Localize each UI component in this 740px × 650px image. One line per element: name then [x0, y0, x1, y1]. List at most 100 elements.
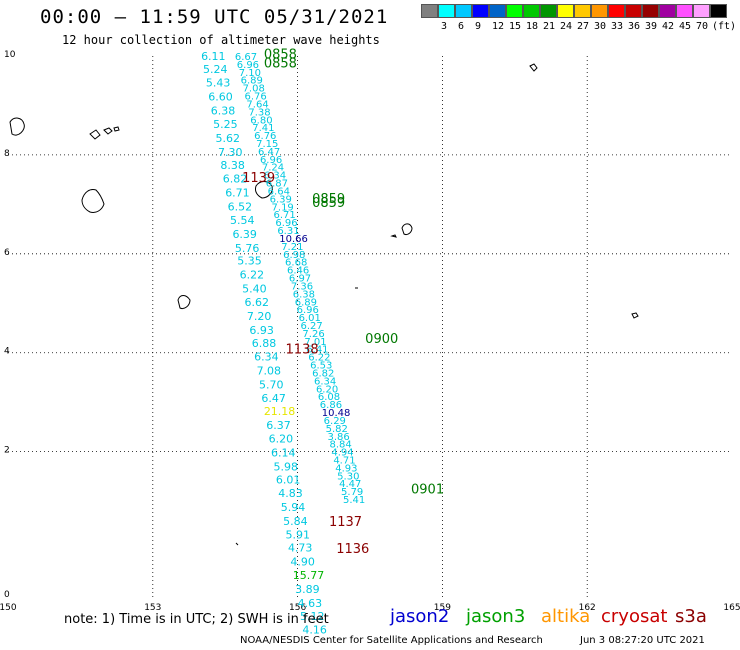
swh-value: 6.47: [261, 392, 286, 405]
swh-value: 6.38: [211, 104, 236, 117]
swh-value: 5.62: [216, 132, 241, 145]
swh-value: 6.52: [228, 200, 253, 213]
island-outline: [81, 189, 105, 213]
color-scale-label: 39: [645, 21, 658, 32]
swh-value: 6.34: [314, 376, 336, 387]
swh-value: 6.60: [208, 91, 233, 104]
swh-value: 4.93: [335, 463, 357, 474]
lat-tick-label: 6: [4, 248, 10, 258]
swh-value: 8.38: [220, 159, 245, 172]
swh-value: 5.35: [237, 255, 262, 268]
satellite-legend-item: jason3: [466, 606, 526, 627]
swh-value: 6.37: [266, 419, 291, 432]
swh-value: 6.39: [270, 194, 292, 205]
altimeter-track-a: 6.115.245.436.606.385.255.627.308.386.82…: [201, 50, 327, 637]
swh-value: 4.94: [331, 448, 353, 459]
swh-value: 7.30: [218, 146, 243, 159]
swh-value: 6.89: [295, 297, 317, 308]
swh-value: 5.98: [273, 460, 298, 473]
swh-value: 6.38: [293, 289, 315, 300]
lon-tick-label: 150: [0, 603, 17, 613]
pass-time-label: 1137: [329, 515, 362, 530]
island-outline: [9, 117, 25, 136]
lon-tick-label: 156: [289, 603, 306, 613]
swh-value: 5.82: [326, 424, 348, 435]
color-swatch: [642, 4, 659, 18]
swh-value: 6.27: [300, 321, 322, 332]
pass-time-label: 0858: [264, 56, 297, 71]
swh-value: 6.96: [275, 218, 297, 229]
color-scale-label: 12: [492, 21, 505, 32]
island-outline: [89, 126, 120, 140]
swh-value: 6.22: [240, 269, 265, 282]
swh-value: 6.08: [318, 392, 340, 403]
color-swatch: [506, 4, 523, 18]
swh-value: 5.70: [259, 378, 284, 391]
color-swatch: [625, 4, 642, 18]
swh-value: 5.79: [341, 487, 363, 498]
map-title: 00:00 – 11:59 UTC 05/31/2021: [40, 6, 389, 28]
pass-time-label: 0858: [264, 47, 297, 62]
swh-value: 4.71: [333, 456, 355, 467]
swh-value: 5.54: [230, 214, 255, 227]
color-swatch: [455, 4, 472, 18]
swh-value: 5.40: [242, 282, 266, 295]
color-swatch: [574, 4, 591, 18]
swh-value: 7.21: [281, 242, 303, 253]
swh-value: 8.84: [329, 440, 351, 451]
swh-value: 6.11: [201, 50, 226, 63]
swh-value: 4.73: [288, 542, 313, 555]
swh-value: 6.96: [297, 305, 319, 316]
color-swatch: [591, 4, 608, 18]
swh-value: 6.20: [316, 384, 338, 395]
swh-value: 10.48: [322, 408, 351, 419]
swh-value: 6.71: [225, 186, 250, 199]
swh-value: 6.96: [237, 60, 259, 71]
swh-value: 7.19: [272, 202, 294, 213]
island-outline: [631, 312, 639, 319]
swh-value: 7.10: [239, 68, 261, 79]
swh-value: 6.89: [241, 76, 263, 87]
lon-tick-label: 165: [723, 603, 740, 613]
swh-value: 6.47: [258, 147, 280, 158]
swh-value: 3.89: [295, 583, 320, 596]
swh-value: 6.39: [232, 228, 257, 241]
color-swatch: [523, 4, 540, 18]
swh-value: 5.76: [235, 242, 260, 255]
swh-value: 6.76: [245, 92, 267, 103]
swh-value: 6.97: [289, 274, 311, 285]
map-subtitle: 12 hour collection of altimeter wave hei…: [62, 33, 380, 47]
swh-value: 7.01: [304, 337, 326, 348]
altimeter-track-b: 6.676.967.106.897.086.767.647.386.807.41…: [235, 52, 365, 506]
swh-value: 6.82: [223, 173, 248, 186]
island-outline: [235, 287, 358, 546]
color-swatch: [472, 4, 489, 18]
swh-value: 7.41: [252, 123, 274, 134]
swh-value: 6.71: [273, 210, 295, 221]
island-outline: [255, 181, 273, 199]
footer-timestamp: Jun 3 08:27:20 UTC 2021: [580, 635, 705, 646]
color-scale-label: 42: [662, 21, 675, 32]
color-scale-label: 45: [679, 21, 692, 32]
swh-value: 6.14: [271, 447, 296, 460]
satellite-legend-item: altika: [541, 606, 591, 627]
color-scale-label: 33: [611, 21, 624, 32]
swh-value: 7.38: [248, 107, 270, 118]
swh-value: 6.01: [276, 473, 301, 486]
lat-tick-label: 0: [4, 590, 10, 600]
swh-value: 6.67: [235, 52, 257, 63]
swh-value: 5.25: [213, 118, 238, 131]
swh-value: 5.84: [283, 515, 308, 528]
swh-value: 5.91: [286, 529, 311, 542]
color-scale-label: 3: [441, 21, 448, 32]
color-swatch: [438, 4, 455, 18]
swh-value: 10.66: [279, 234, 308, 245]
swh-value: 6.53: [310, 361, 332, 372]
lat-tick-label: 2: [4, 446, 10, 456]
map-grid: [8, 56, 732, 600]
color-scale-label: 24: [560, 21, 573, 32]
pass-time-label: 1138: [286, 343, 319, 358]
swh-value: 6.76: [254, 131, 276, 142]
